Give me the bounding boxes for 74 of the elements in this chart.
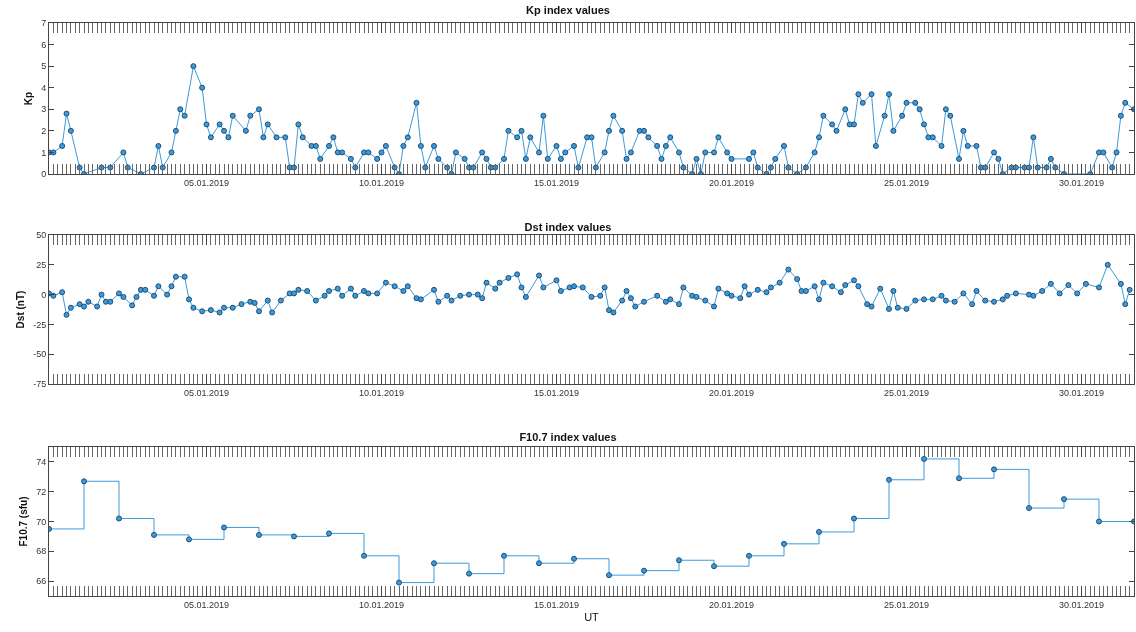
point xyxy=(711,563,717,570)
x-tick-label: 15.01.2019 xyxy=(533,177,580,188)
point xyxy=(431,560,437,567)
point xyxy=(991,466,997,473)
y-tick-label: 5 xyxy=(41,61,47,72)
point xyxy=(291,533,297,540)
x-tick-label: 10.01.2019 xyxy=(358,387,405,398)
y-axis-title: Kp xyxy=(23,91,35,106)
y-tick-label: 50 xyxy=(36,230,47,241)
y-axis-title: Dst (nT) xyxy=(15,290,27,329)
y-tick-label: 1 xyxy=(41,147,47,158)
y-tick-label: -25 xyxy=(33,319,47,330)
x-tick-label: 30.01.2019 xyxy=(1058,599,1105,610)
chart-title: F10.7 index values xyxy=(519,430,617,443)
point xyxy=(361,552,367,559)
y-tick-label: -75 xyxy=(33,379,47,390)
point xyxy=(501,552,507,559)
y-tick-label: 4 xyxy=(41,82,47,93)
x-tick-label: 15.01.2019 xyxy=(533,387,580,398)
x-tick-label: 05.01.2019 xyxy=(183,599,230,610)
y-tick-label: 66 xyxy=(36,576,47,587)
point xyxy=(1096,518,1102,525)
point xyxy=(1061,496,1067,503)
y-tick-label: 70 xyxy=(36,516,47,527)
x-tick-label: 25.01.2019 xyxy=(883,387,930,398)
x-tick-label: 20.01.2019 xyxy=(708,177,755,188)
point xyxy=(221,524,227,531)
point xyxy=(851,515,857,522)
point xyxy=(921,455,927,462)
y-tick-label: 0 xyxy=(41,289,47,300)
point xyxy=(186,536,192,543)
y-tick-label: 0 xyxy=(41,169,47,180)
point xyxy=(956,475,962,482)
x-tick-label: 30.01.2019 xyxy=(1058,177,1105,188)
point xyxy=(746,552,752,559)
point xyxy=(1026,505,1032,512)
y-tick-label: 72 xyxy=(36,486,47,497)
point xyxy=(781,540,787,547)
point xyxy=(81,478,87,485)
chart-title: Dst index values xyxy=(524,220,612,233)
x-tick-label: 20.01.2019 xyxy=(708,599,755,610)
x-axis-title: UT xyxy=(584,611,600,623)
x-tick-label: 15.01.2019 xyxy=(533,599,580,610)
point xyxy=(676,557,682,564)
x-tick-label: 25.01.2019 xyxy=(883,177,930,188)
x-tick-label: 05.01.2019 xyxy=(183,387,230,398)
x-tick-label: 25.01.2019 xyxy=(883,599,930,610)
y-tick-label: 25 xyxy=(36,259,47,270)
point xyxy=(466,570,472,577)
y-tick-label: 3 xyxy=(41,104,47,115)
x-tick-label: 05.01.2019 xyxy=(183,177,230,188)
point xyxy=(326,530,332,537)
y-tick-label: 7 xyxy=(41,18,47,29)
point xyxy=(396,579,402,586)
point xyxy=(256,531,262,538)
point xyxy=(536,560,542,567)
y-tick-label: 6 xyxy=(41,39,47,50)
y-axis-title: F10.7 (sfu) xyxy=(18,496,30,547)
y-tick-label: 74 xyxy=(36,457,47,468)
point xyxy=(606,572,612,579)
x-tick-label: 20.01.2019 xyxy=(708,387,755,398)
x-tick-label: 10.01.2019 xyxy=(358,177,405,188)
point xyxy=(571,555,577,562)
x-tick-label: 30.01.2019 xyxy=(1058,387,1105,398)
x-tick-label: 10.01.2019 xyxy=(358,599,405,610)
point xyxy=(116,515,122,522)
y-tick-label: 68 xyxy=(36,546,47,557)
point xyxy=(151,531,157,538)
point xyxy=(886,476,892,483)
point xyxy=(816,528,822,535)
chart-title: Kp index values xyxy=(526,3,610,16)
y-tick-label: 2 xyxy=(41,126,47,137)
point xyxy=(641,567,647,574)
y-tick-label: -50 xyxy=(33,349,47,360)
